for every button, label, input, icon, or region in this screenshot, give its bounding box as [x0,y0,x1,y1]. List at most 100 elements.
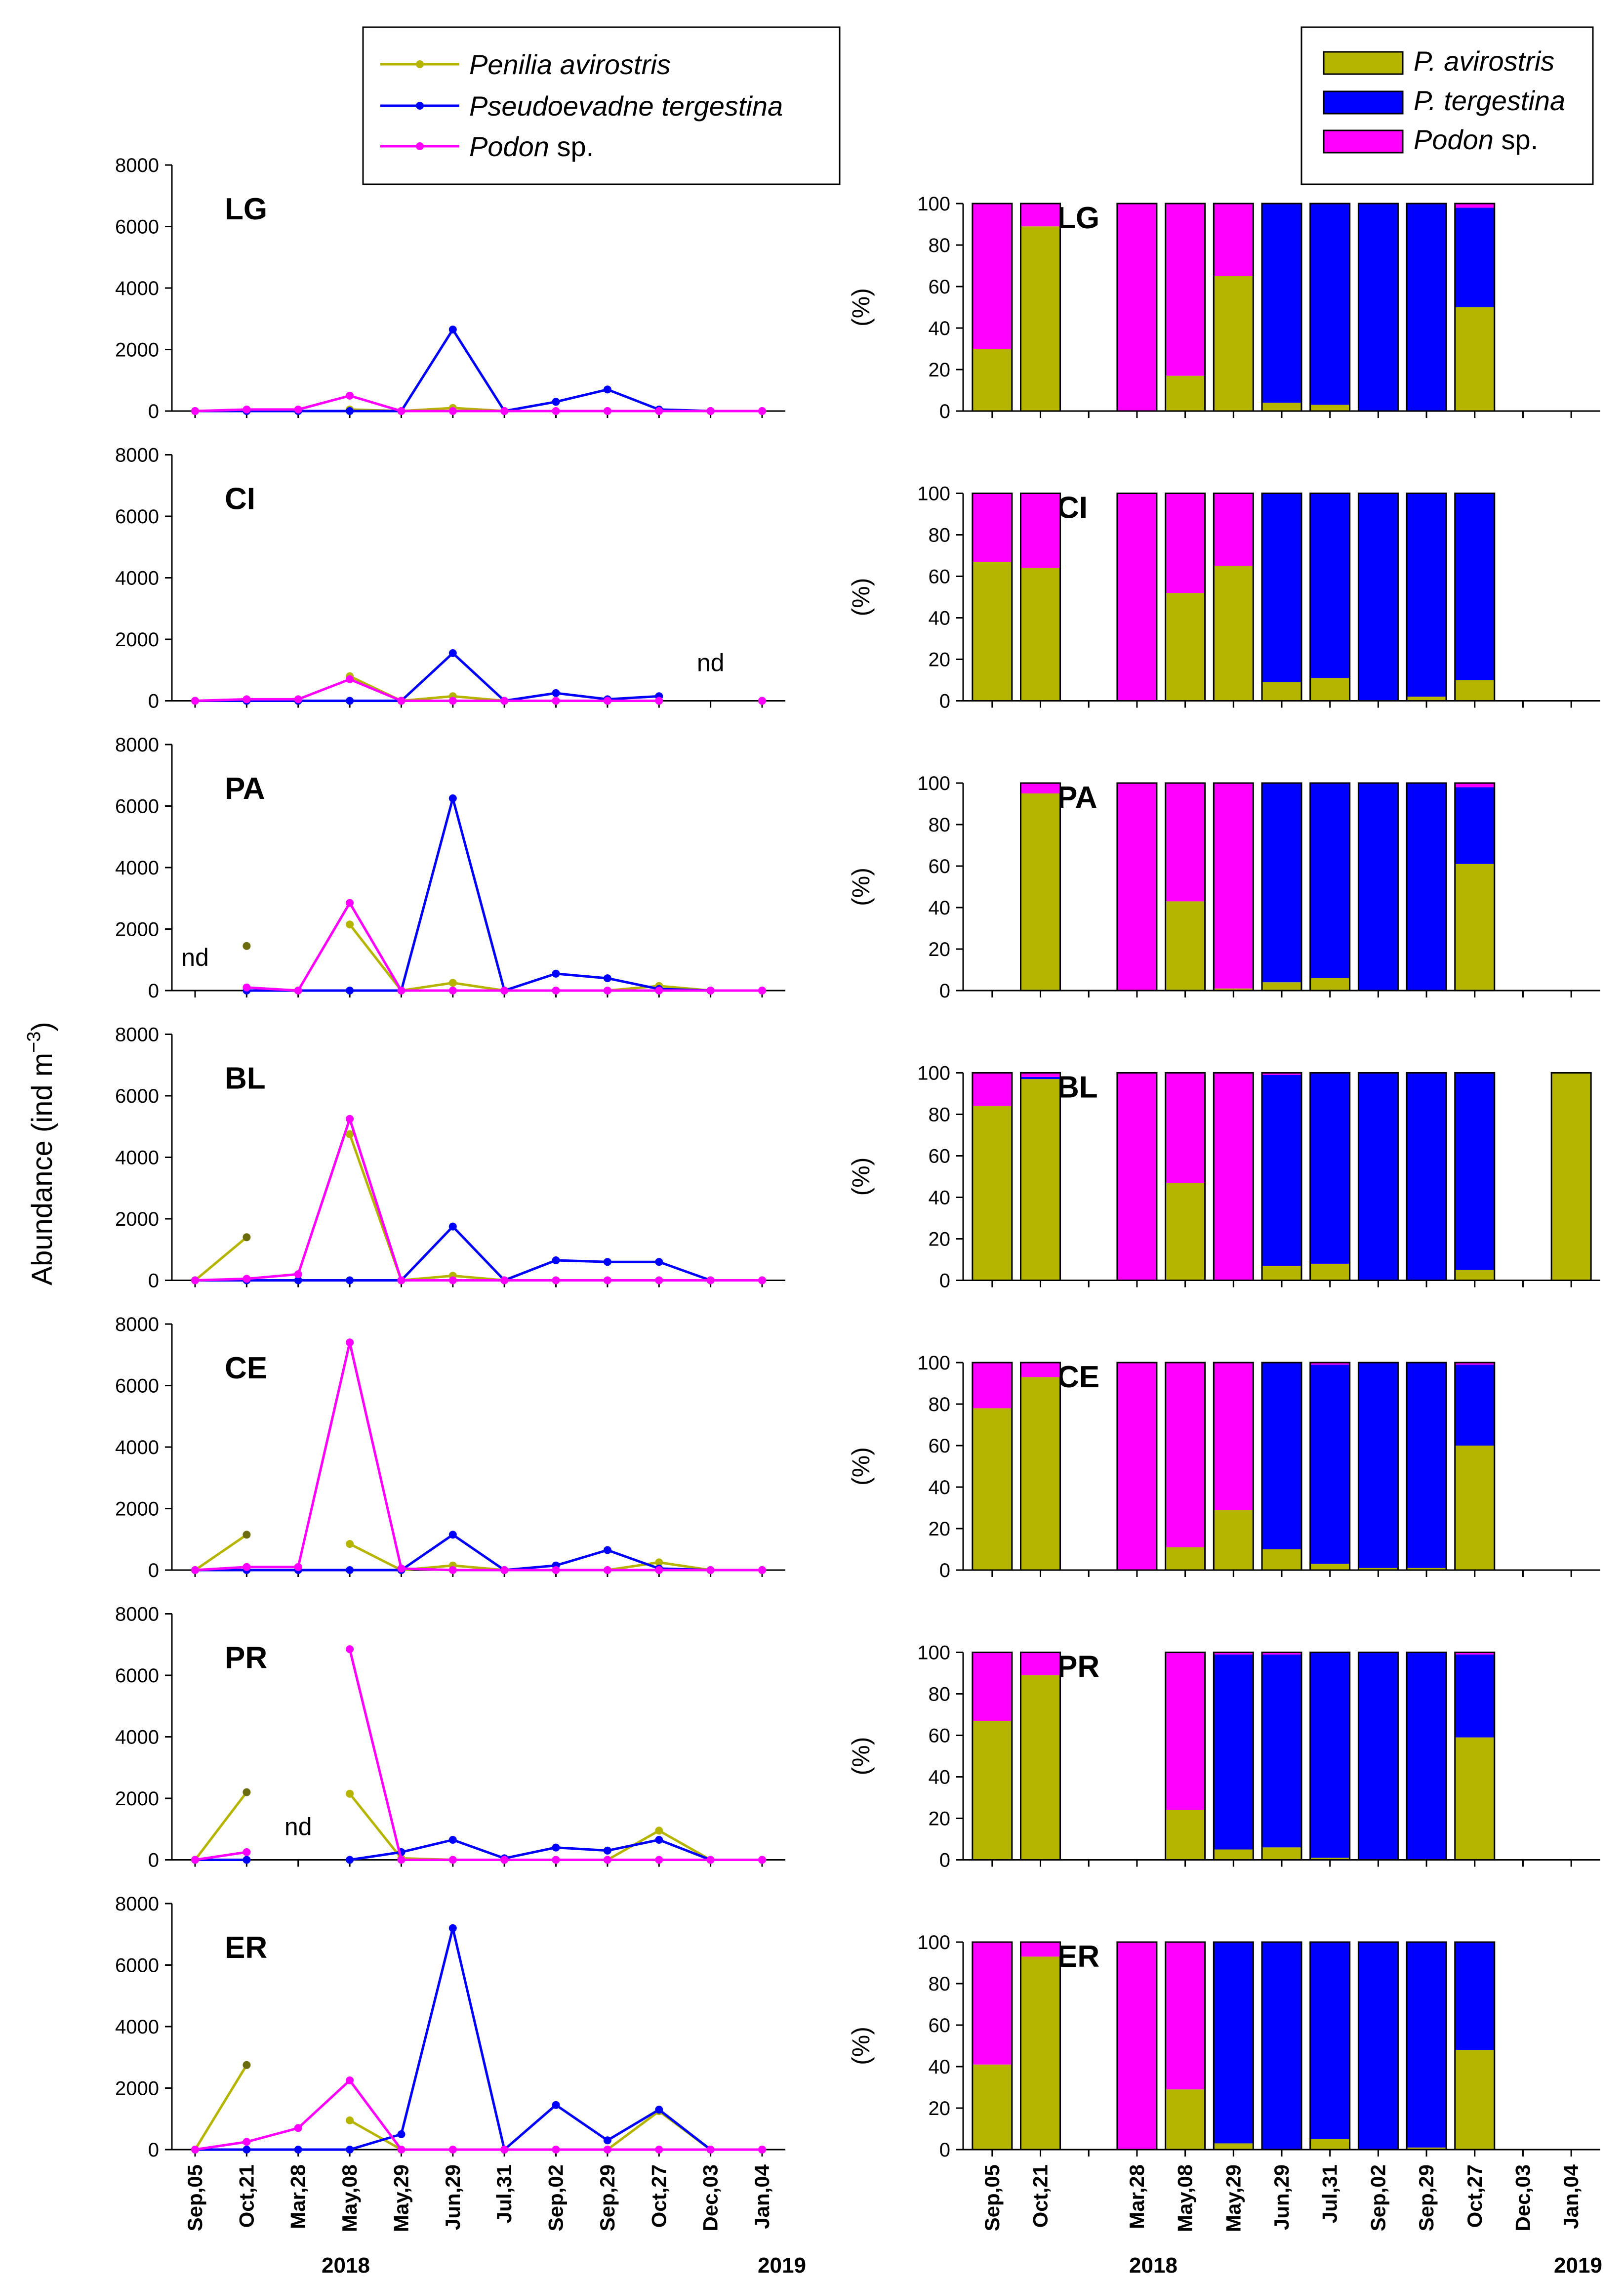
podon-bar-segment [1165,493,1205,593]
pseudo-point [603,1258,611,1266]
date-label: Jun,29 [1270,2164,1293,2230]
y-tick-label: 0 [148,691,159,712]
podon-point [397,1276,406,1285]
penilia-point [243,1233,251,1242]
penilia-bar-segment [1214,988,1254,991]
nd-label: nd [697,649,725,677]
pseudo-bar-segment [1262,1363,1301,1549]
bar-panel-LG: 0 20 40 60 80 100 (%) LG [847,193,1600,422]
podon-point [552,1856,560,1864]
pseudo-bar-segment [1262,783,1301,983]
penilia-bar-segment [1310,678,1350,701]
y-tick-label: 4000 [115,1437,159,1458]
bar-outline [1020,203,1061,412]
bar-outline [1454,782,1496,992]
bar-outline [1309,1362,1351,1571]
bar-outline [972,1941,1013,2151]
bar-legend: P. avirostris P. tergestina Podon sp. [1300,26,1594,185]
pseudo-point [655,2106,663,2114]
date-label: Sep,29 [596,2164,619,2231]
podon-bar-segment [1117,204,1157,411]
podon-point [448,2146,457,2154]
penilia-bar-segment [1310,1564,1350,1570]
bar-outline [972,1072,1013,1281]
penilia-bar-segment [1214,1510,1254,1570]
y-tick-label: 80 [929,1104,951,1126]
date-label: Sep,05 [183,2164,206,2231]
pseudo-point [243,2146,251,2154]
podon-point [243,2138,251,2146]
penilia-point [243,942,251,950]
podon-bar-segment [1262,1073,1301,1075]
pseudo-point [346,2146,354,2154]
date-label: Mar,28 [286,2164,310,2229]
penilia-line [194,2064,248,2151]
podon-bar-segment [1165,1073,1205,1183]
podon-bar-segment [1117,1363,1157,1570]
bar-outline [1165,782,1206,992]
legend-marker-penilia [416,60,424,68]
bar-outline [1020,1652,1061,1861]
pseudo-point [346,987,354,995]
y-tick-label: 2000 [115,2078,159,2100]
bar-panel-BL: 0 20 40 60 80 100 (%) BL [847,1063,1600,1292]
podon-line [246,902,762,992]
y-tick-label: 0 [939,2139,950,2161]
legend-label-podon-italic: Podon [469,131,549,162]
podon-point [448,1276,457,1285]
pseudo-bar-segment [1358,1363,1398,1568]
podon-point [500,1856,509,1864]
date-label: Sep,05 [980,2164,1004,2231]
penilia-bar-segment [1310,1263,1350,1281]
pseudo-point [243,1856,251,1864]
podon-bar-segment [1020,493,1060,568]
pseudo-point [655,1258,663,1266]
y-tick-label: 40 [929,1767,951,1788]
podon-line [195,678,659,702]
date-label: May,29 [1221,2164,1245,2232]
y-tick-label: 8000 [115,1893,159,1915]
bar-outline [1213,493,1254,702]
y-tick-label: 20 [929,359,951,381]
podon-point [346,899,354,907]
podon-point [397,2146,406,2154]
podon-point [552,407,560,415]
pseudo-point [552,969,560,978]
bar-legend-label-penilia-italic: P. avirostris [1414,45,1554,77]
bar-outline [1261,1072,1302,1281]
station-code: BL [225,1062,266,1096]
podon-point [243,1563,251,1571]
pseudo-bar-segment [1455,787,1495,864]
podon-point [552,2146,560,2154]
y-tick-label: 8000 [115,734,159,756]
pseudo-bar-segment [1358,1652,1398,1860]
pseudo-bar-segment [1407,1073,1447,1281]
podon-point [397,697,406,705]
bar-outline [1357,1652,1399,1861]
pseudo-bar-segment [1310,1942,1350,2139]
pseudo-point [448,326,457,333]
podon-point [655,2146,663,2154]
y-tick-label: 60 [929,1435,951,1457]
pseudo-point [346,697,354,705]
legend-swatch-penilia [1323,51,1404,75]
y-tick-label: 100 [917,483,950,505]
podon-bar-segment [1455,1652,1495,1655]
podon-point [500,987,509,995]
bar-outline [1020,1362,1061,1571]
penilia-bar-segment [1262,1549,1301,1570]
line-legend: Penilia avirostris Pseudoevadne tergesti… [362,26,841,185]
podon-bar-segment [1020,1652,1060,1675]
podon-point [397,1564,406,1573]
y-tick-label: 0 [148,2139,159,2161]
pseudo-point [346,407,354,415]
pseudo-bar-segment [1262,204,1301,403]
y-tick-label: 0 [939,1560,950,1581]
pseudo-point [448,1924,457,1932]
y-tick-label: 80 [929,1684,951,1705]
bar-outline [1406,1072,1447,1281]
podon-point [191,407,199,415]
abundance-axis-label: Abundance (ind m−3) [24,1022,58,1285]
pseudo-bar-segment [1455,493,1495,680]
y-tick-label: 6000 [115,796,159,818]
